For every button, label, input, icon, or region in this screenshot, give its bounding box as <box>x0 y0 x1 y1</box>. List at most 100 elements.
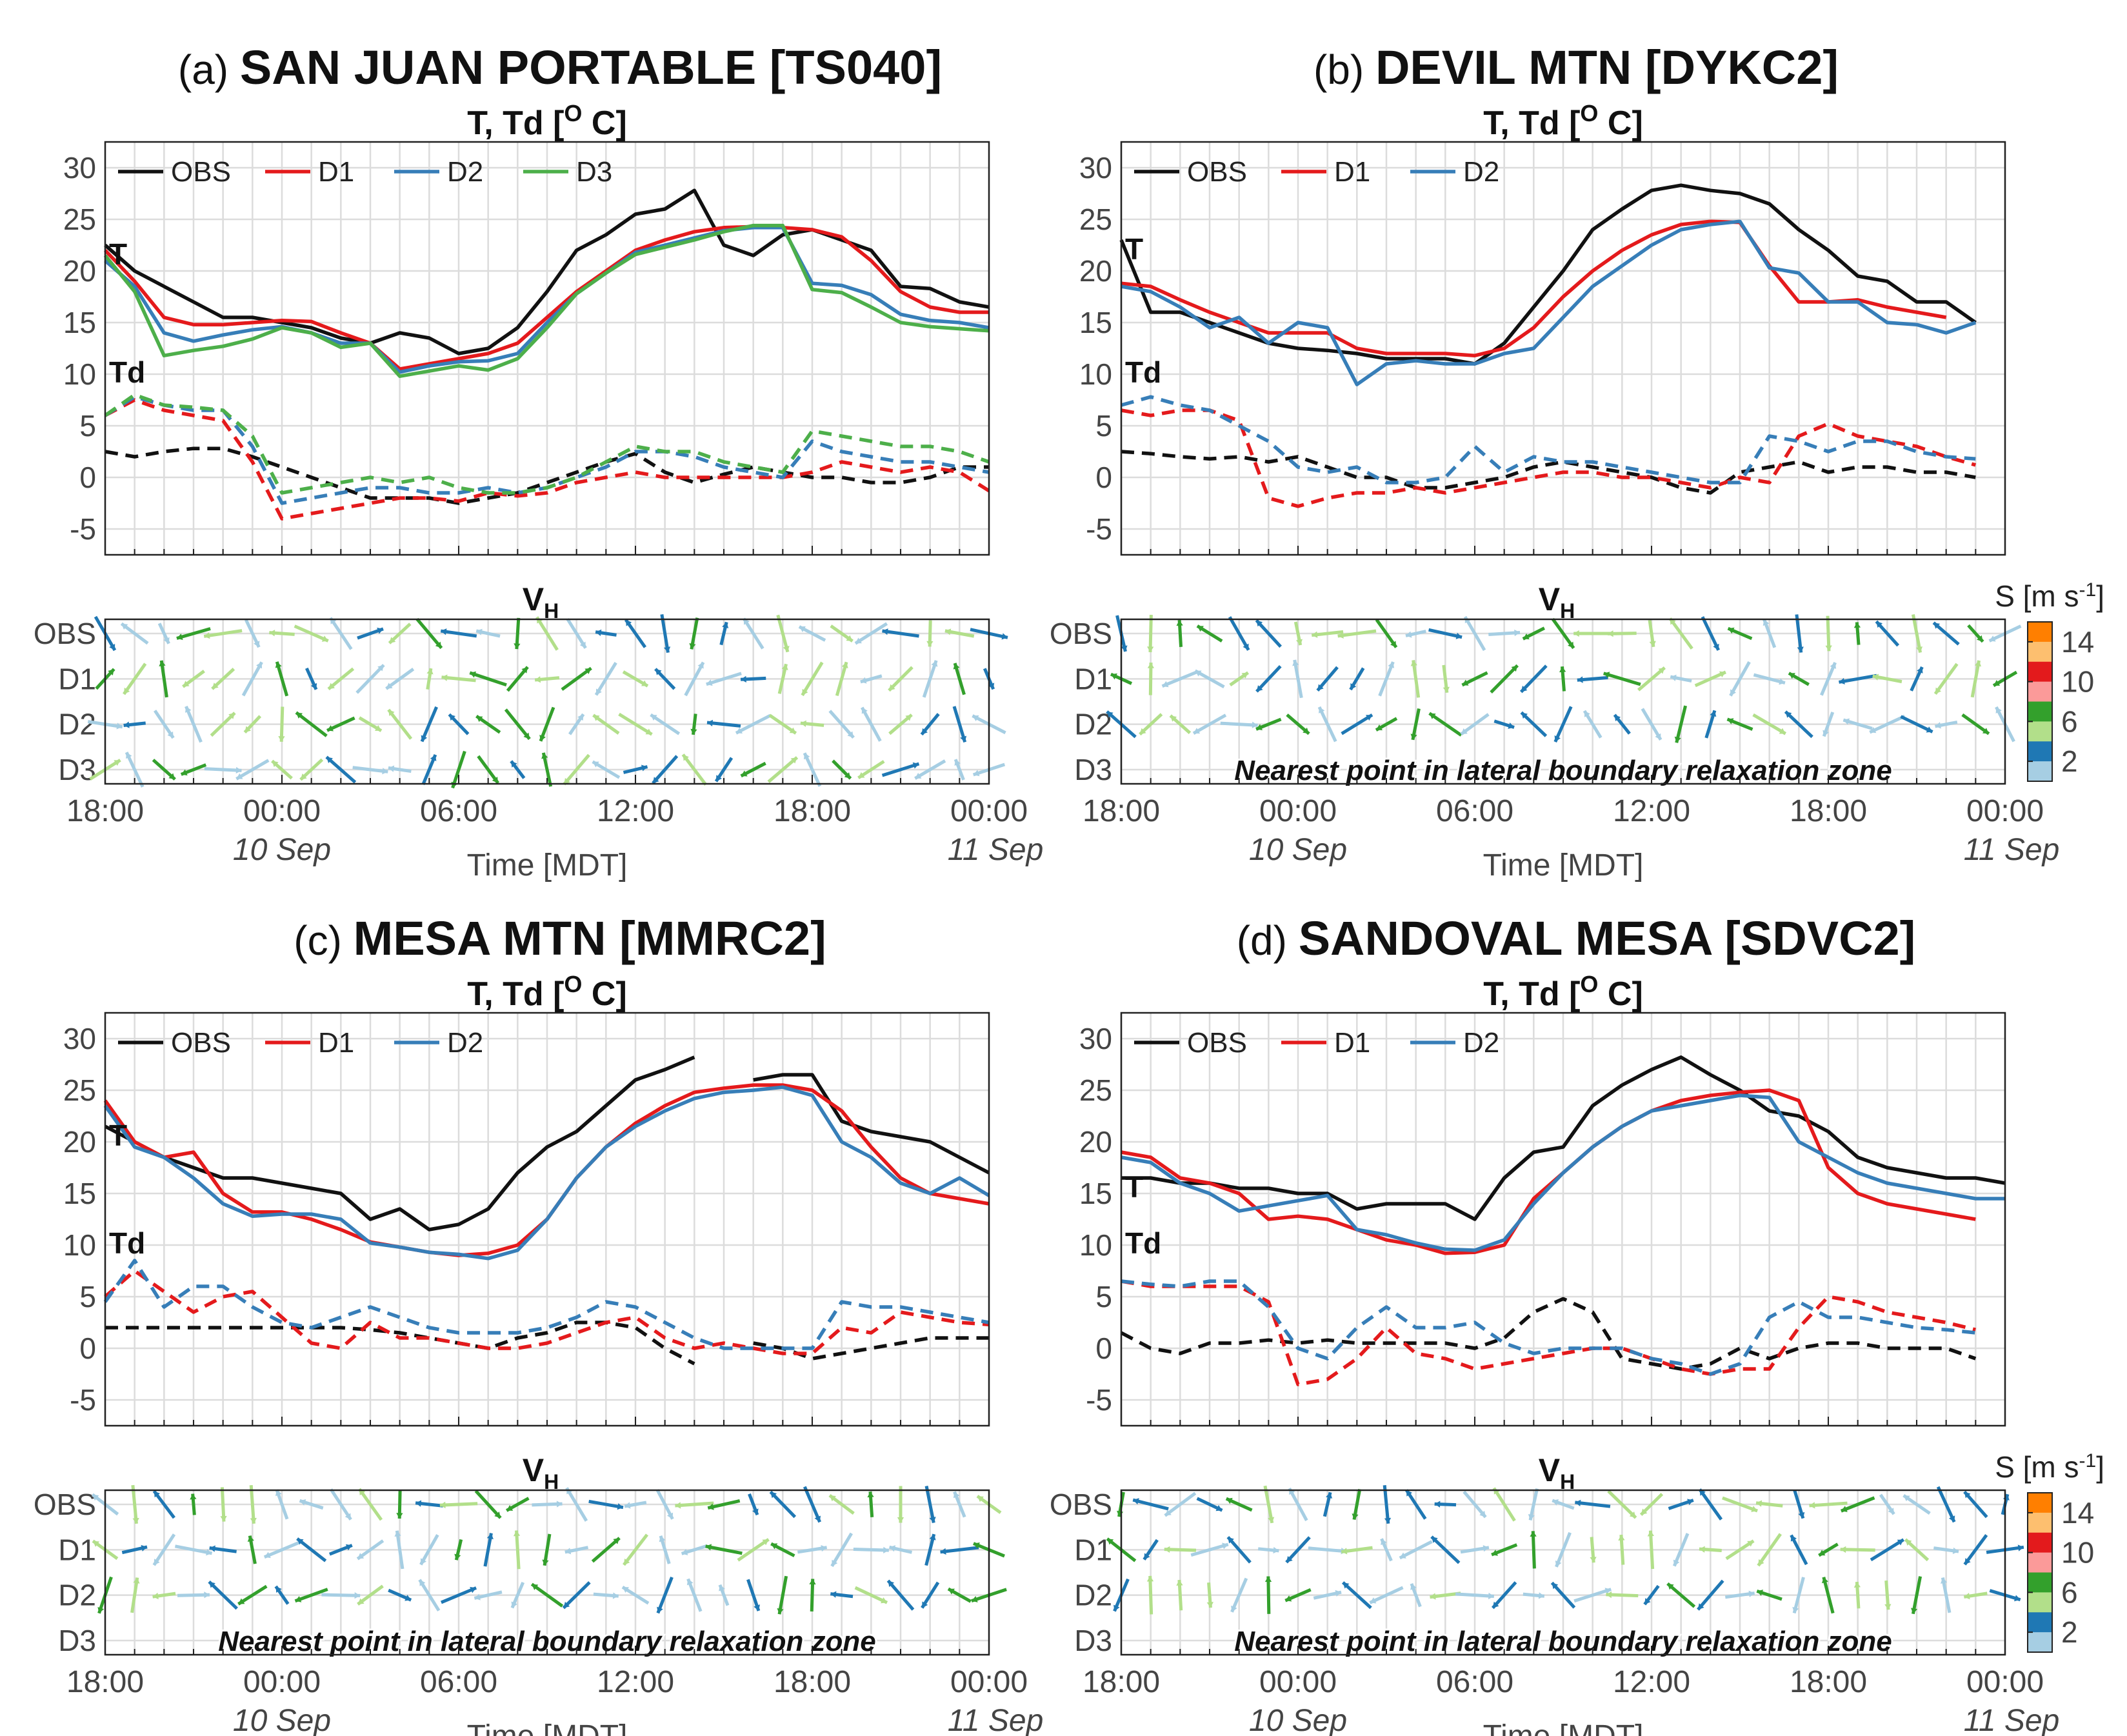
wind-arrow <box>299 1499 324 1510</box>
wind-arrow-head <box>109 643 115 650</box>
colorbar-bin <box>2028 1532 2052 1553</box>
x-tick-label: 00:00 <box>243 794 321 828</box>
wind-arrow-head <box>1381 1539 1387 1546</box>
wind-arrow <box>684 661 705 697</box>
y-tick-label: 30 <box>63 1022 96 1055</box>
wind-arrow <box>1940 1577 1952 1613</box>
x-tick-label: 00:00 <box>950 794 1028 828</box>
day-label: 10 Sep <box>1249 833 1347 867</box>
wind-arrow-head <box>617 1503 623 1510</box>
wind-arrow-shaft <box>1383 1485 1390 1524</box>
wind-arrow <box>477 755 500 784</box>
wind-arrow-shaft <box>1255 664 1282 693</box>
wind-arrow-shaft <box>652 755 679 784</box>
wind-arrow-head <box>296 712 303 719</box>
wind-arrow-head <box>1853 622 1861 628</box>
wind-arrow-head <box>1792 1606 1799 1613</box>
wind-arrow <box>886 1579 915 1611</box>
wind-arrow-head <box>1935 687 1942 694</box>
wind-arrow-head <box>297 1539 304 1545</box>
wind-arrow <box>1285 1536 1311 1564</box>
wind-arrow <box>705 1544 743 1555</box>
wind-arrow <box>237 1584 268 1606</box>
wind-arrow <box>1341 1581 1372 1610</box>
wind-arrow-shaft <box>1341 1581 1372 1610</box>
wind-arrow <box>209 1545 237 1553</box>
wind-arrow <box>448 713 470 735</box>
wind-arrow <box>123 663 147 695</box>
wind-arrow <box>504 708 531 741</box>
wind-arrow-head <box>108 669 114 675</box>
wind-arrow <box>1639 1493 1664 1516</box>
colorbar-bin <box>2028 761 2052 782</box>
wind-arrow <box>592 760 621 779</box>
temp-axes-title-end: C] <box>582 975 626 1013</box>
wind-arrow-shaft <box>706 672 742 686</box>
panel-label: (d) <box>1237 917 1299 964</box>
wind-arrow <box>588 1499 624 1510</box>
wind-arrow <box>182 670 205 688</box>
wind-arrow-head <box>1903 1495 1910 1502</box>
wind-axes-title-main: V <box>1539 1452 1561 1488</box>
wind-arrow <box>388 765 412 773</box>
y-tick-label: 30 <box>1079 1022 1112 1055</box>
wind-arrow-shaft <box>415 617 443 650</box>
wind-arrow-shaft <box>1369 1586 1404 1604</box>
y-tick-label: 15 <box>1079 1177 1112 1210</box>
wind-arrow-head <box>541 752 548 759</box>
wind-arrow-head <box>1905 1539 1912 1546</box>
wind-arrow <box>1530 1531 1537 1569</box>
wind-arrow <box>748 1493 759 1516</box>
wind-arrow-shaft <box>854 622 888 645</box>
wind-arrow-head <box>973 1542 980 1549</box>
wind-arrow-head <box>1001 633 1008 640</box>
wind-arrow-shaft <box>1941 1577 1952 1613</box>
wind-arrow-shaft <box>355 664 385 694</box>
wind-arrow-head <box>883 1546 889 1554</box>
wind-arrow-head <box>789 727 796 733</box>
wind-arrow-head <box>454 1553 461 1561</box>
wind-arrow-head <box>435 641 442 648</box>
wind-arrow <box>185 706 203 743</box>
wind-arrow-head <box>1779 678 1785 685</box>
y-tick-label: 25 <box>1079 1073 1112 1107</box>
wind-arrow <box>394 1530 404 1570</box>
y-tick-label: 5 <box>1095 409 1112 443</box>
wind-axes-title: VH <box>1539 581 1575 623</box>
wind-arrow-head <box>375 724 382 731</box>
wind-arrow-shaft <box>1809 1501 1848 1508</box>
wind-arrow-head <box>310 683 317 690</box>
wind-arrow-head <box>846 635 853 641</box>
y-tick-label: 15 <box>63 306 96 339</box>
wind-arrow <box>1932 621 1960 646</box>
temperature-obs-line <box>104 188 990 355</box>
wind-arrow-shaft <box>1752 713 1786 735</box>
wind-arrow-head <box>960 735 967 743</box>
wind-arrow-head <box>1915 646 1923 653</box>
wind-arrow-head <box>888 1581 895 1588</box>
wind-arrow-head <box>659 1535 666 1542</box>
wind-arrow <box>798 625 826 642</box>
wind-arrow-head <box>1292 659 1299 666</box>
wind-arrow-shaft <box>279 706 285 742</box>
panel-c: (c) MESA MTN [MMRC2] T, Td [O C] -5 0 5 10 15 2… <box>34 912 1043 1736</box>
y-tick-label: 0 <box>79 461 96 494</box>
wind-arrow-shaft <box>1164 1492 1197 1517</box>
wind-arrow <box>566 618 587 649</box>
wind-arrow-shaft <box>1463 615 1486 652</box>
wind-arrow-head <box>971 1596 978 1602</box>
wind-arrow-head <box>1352 1513 1359 1520</box>
wind-arrow <box>1337 629 1377 639</box>
wind-arrow <box>1936 1486 1956 1523</box>
wind-arrow <box>1763 619 1777 648</box>
temp-axes-title-main: T, Td [ <box>1483 105 1580 142</box>
wind-arrow-head <box>860 677 867 684</box>
wind-row-label: D1 <box>58 1533 96 1566</box>
wind-arrow-shaft <box>1263 1485 1274 1524</box>
wind-arrow-shaft <box>1784 710 1813 739</box>
wind-arrow <box>1522 626 1546 641</box>
wind-arrow-head <box>154 1559 160 1566</box>
wind-arrow <box>1637 666 1666 692</box>
wind-arrow-head <box>1341 1548 1348 1555</box>
wind-arrow-head <box>675 1502 681 1509</box>
